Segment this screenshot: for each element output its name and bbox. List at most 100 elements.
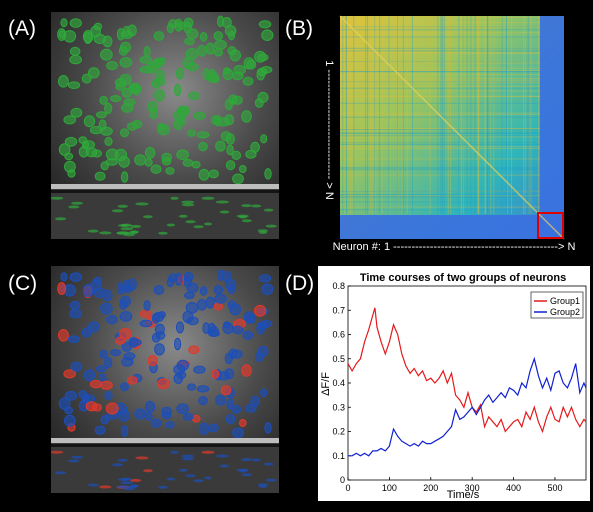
cell-marker bbox=[191, 414, 201, 423]
cell-marker bbox=[88, 321, 100, 333]
cell-marker bbox=[202, 322, 210, 334]
cell-marker bbox=[231, 150, 242, 160]
cell-marker bbox=[173, 364, 186, 375]
cell-marker bbox=[219, 464, 230, 468]
cell-marker bbox=[213, 302, 224, 311]
cell-marker bbox=[182, 56, 194, 70]
cell-marker bbox=[213, 31, 224, 41]
cell-marker bbox=[153, 31, 165, 41]
cell-marker bbox=[70, 107, 83, 118]
cell-marker bbox=[104, 391, 113, 400]
cell-marker bbox=[60, 272, 68, 282]
cell-marker bbox=[99, 349, 108, 359]
cell-marker bbox=[69, 46, 81, 57]
cell-marker bbox=[120, 425, 129, 437]
cell-marker bbox=[209, 72, 219, 83]
cell-marker bbox=[134, 154, 147, 166]
cell-marker bbox=[201, 450, 215, 454]
cell-marker bbox=[93, 276, 103, 285]
cell-marker bbox=[150, 164, 162, 174]
cell-marker bbox=[199, 286, 208, 296]
cell-marker bbox=[242, 330, 254, 340]
cell-marker bbox=[241, 110, 252, 123]
cell-marker bbox=[258, 231, 268, 234]
cell-marker bbox=[64, 152, 74, 161]
y-tick-label: 0.4 bbox=[332, 378, 345, 388]
cell-marker bbox=[83, 115, 96, 128]
cell-marker bbox=[89, 126, 103, 135]
cell-marker bbox=[120, 171, 129, 183]
cell-marker bbox=[181, 200, 195, 204]
cell-marker bbox=[100, 48, 113, 61]
y-tick-label: 0.1 bbox=[332, 451, 345, 461]
cell-marker bbox=[118, 299, 128, 310]
cell-marker bbox=[100, 126, 113, 136]
cell-marker bbox=[127, 376, 138, 385]
cell-marker bbox=[144, 158, 153, 167]
cell-marker bbox=[69, 308, 83, 319]
cell-marker bbox=[226, 144, 234, 156]
cell-marker bbox=[120, 227, 134, 231]
matrix-row-axis: 1 ------------------------------ > N bbox=[323, 60, 335, 200]
cell-marker bbox=[214, 293, 227, 304]
cell-marker bbox=[246, 59, 257, 70]
time-course-chart: Time courses of two groups of neurons 00… bbox=[318, 266, 590, 501]
cell-marker bbox=[178, 468, 188, 472]
cell-marker bbox=[150, 418, 162, 428]
cell-marker bbox=[96, 365, 107, 373]
cell-marker bbox=[211, 115, 220, 125]
cell-marker bbox=[215, 454, 229, 458]
cell-marker bbox=[128, 84, 142, 93]
cell-marker bbox=[63, 115, 77, 125]
cell-marker bbox=[120, 128, 129, 138]
cell-marker bbox=[100, 302, 113, 315]
cell-marker bbox=[238, 469, 247, 473]
cell-marker bbox=[93, 33, 107, 45]
cell-marker bbox=[228, 348, 238, 359]
cell-marker bbox=[64, 406, 74, 415]
cell-marker bbox=[251, 458, 262, 462]
cell-marker bbox=[78, 390, 88, 398]
cell-marker bbox=[251, 204, 262, 208]
cell-marker bbox=[119, 73, 132, 86]
cell-marker bbox=[81, 327, 92, 338]
cell-marker bbox=[51, 450, 64, 454]
cell-marker bbox=[220, 385, 232, 396]
chart-title: Time courses of two groups of neurons bbox=[360, 272, 566, 284]
cell-marker bbox=[204, 476, 212, 480]
cell-marker bbox=[182, 310, 194, 324]
cell-marker bbox=[69, 300, 81, 311]
cell-marker bbox=[198, 168, 210, 181]
cell-marker bbox=[213, 48, 224, 57]
cell-marker bbox=[120, 382, 129, 392]
cell-marker bbox=[105, 148, 119, 161]
cell-marker bbox=[196, 385, 210, 393]
cell-marker bbox=[118, 45, 128, 56]
cell-marker bbox=[226, 398, 234, 410]
cell-marker bbox=[181, 454, 195, 458]
cell-marker bbox=[239, 165, 247, 173]
cell-marker bbox=[174, 83, 182, 97]
cell-marker bbox=[119, 327, 132, 340]
cell-marker bbox=[153, 57, 165, 69]
cell-marker bbox=[166, 223, 176, 227]
cell-marker bbox=[232, 173, 244, 185]
cell-marker bbox=[116, 485, 130, 489]
cell-marker bbox=[143, 46, 151, 57]
cell-marker bbox=[158, 485, 168, 489]
cell-marker bbox=[139, 55, 153, 64]
series-line-group2 bbox=[348, 356, 587, 457]
cell-marker bbox=[241, 204, 252, 208]
cell-marker bbox=[57, 282, 67, 295]
cell-marker bbox=[228, 30, 235, 41]
cell-marker bbox=[94, 171, 106, 181]
cell-marker bbox=[174, 337, 182, 351]
cell-marker bbox=[260, 66, 273, 74]
cell-marker bbox=[87, 483, 99, 487]
microscopy-image-a bbox=[51, 12, 279, 239]
cell-marker bbox=[223, 67, 231, 75]
cell-marker bbox=[208, 169, 219, 179]
cell-marker bbox=[186, 383, 197, 391]
cells-group-a bbox=[51, 15, 277, 237]
cell-marker bbox=[165, 421, 175, 429]
